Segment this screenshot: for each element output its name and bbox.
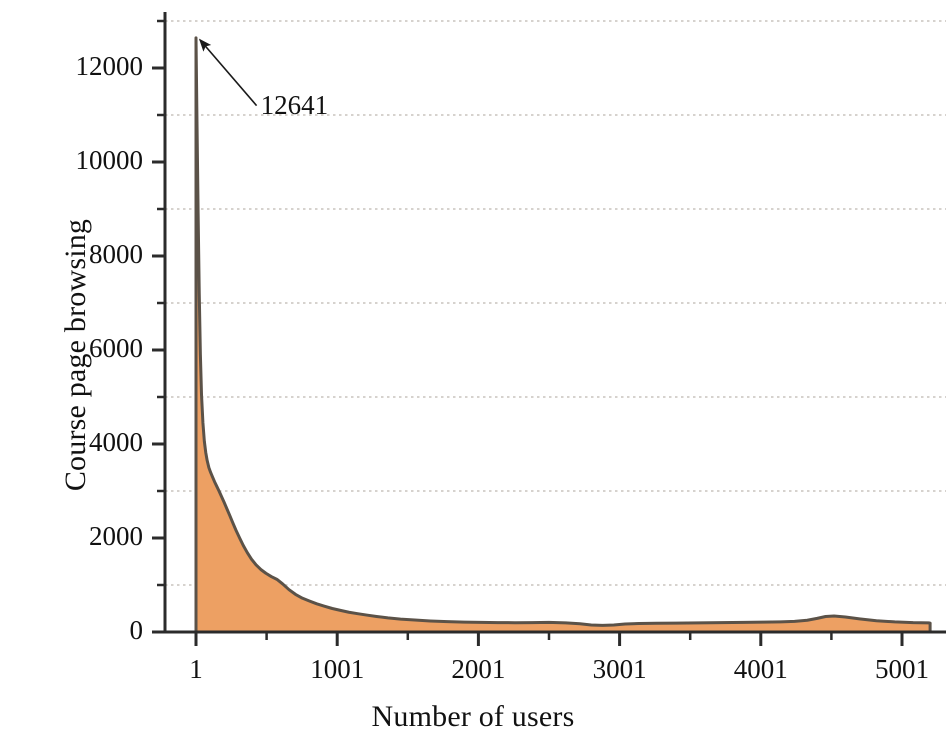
x-axis-tick-label: 1001	[310, 654, 365, 684]
y-axis-tick-label: 0	[129, 615, 144, 645]
x-axis-tick-label: 5001	[875, 654, 929, 684]
x-axis-title: Number of users	[371, 700, 575, 733]
y-axis-title: Course page browsing	[59, 218, 92, 492]
ticks-group	[152, 19, 904, 646]
annotation-arrow-group	[198, 38, 258, 107]
x-axis-tick-label: 2001	[451, 654, 506, 684]
y-axis-tick-label: 10000	[75, 145, 144, 175]
x-axis-tick-label: 4001	[733, 654, 788, 684]
annotation-arrow	[198, 38, 258, 107]
y-axis-tick-label: 8000	[89, 239, 143, 269]
y-axis-tick-label: 6000	[89, 333, 143, 363]
x-axis-tick-label: 1	[189, 654, 203, 684]
y-axis-tick-label: 12000	[75, 51, 144, 81]
series-outline	[194, 36, 932, 627]
area-series-group	[194, 36, 932, 633]
y-axis-tick-label: 4000	[89, 427, 143, 457]
peak-value-label: 12641	[260, 89, 329, 120]
x-axis-tick-label: 3001	[592, 654, 647, 684]
area-fill	[196, 37, 931, 633]
y-axis-tick-label: 2000	[89, 521, 143, 551]
gridlines-group	[165, 20, 946, 586]
